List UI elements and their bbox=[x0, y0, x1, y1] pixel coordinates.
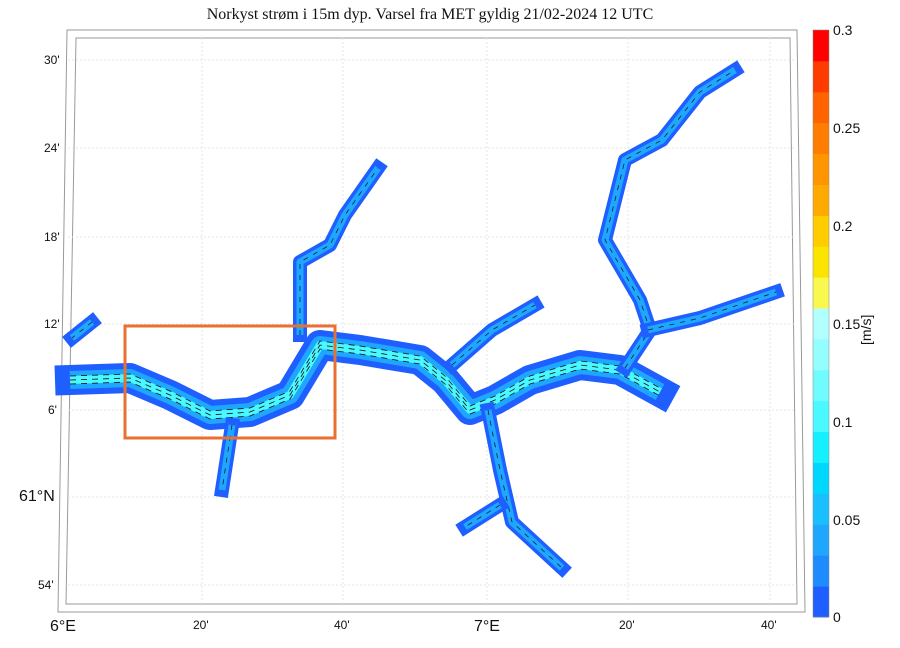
colorbar-bin bbox=[813, 277, 829, 309]
colorbar-bin bbox=[813, 184, 829, 216]
lon-label: 6°E bbox=[50, 618, 76, 635]
fjord-current bbox=[484, 409, 565, 571]
lon-label: 20' bbox=[193, 618, 209, 632]
lat-label: 18' bbox=[44, 230, 60, 244]
colorbar-tick: 0.3 bbox=[833, 22, 853, 38]
lat-label: 61°N bbox=[19, 488, 55, 505]
colorbar-tick: 0.05 bbox=[833, 512, 861, 528]
colorbar bbox=[812, 29, 830, 618]
colorbar-bin bbox=[813, 30, 829, 62]
lat-label: 30' bbox=[44, 53, 60, 67]
map-title: Norkyst strøm i 15m dyp. Varsel fra MET … bbox=[206, 6, 654, 23]
colorbar-tick: 0.1 bbox=[833, 414, 853, 430]
current-vectors bbox=[604, 69, 736, 369]
colorbar-bin bbox=[813, 91, 829, 124]
current-field bbox=[54, 60, 785, 578]
fjord-current bbox=[449, 301, 537, 368]
colorbar-bin bbox=[813, 431, 829, 464]
colorbar-bin bbox=[813, 555, 829, 587]
current-vectors bbox=[69, 348, 661, 420]
colorbar-bin bbox=[813, 153, 829, 185]
colorbar-border bbox=[812, 29, 830, 618]
highlight-box bbox=[123, 324, 337, 440]
colorbar-bin bbox=[813, 308, 829, 340]
colorbar-tick: 0.15 bbox=[833, 316, 861, 332]
fjord-current bbox=[218, 424, 236, 491]
lat-label: 24' bbox=[44, 141, 60, 155]
lon-label: 40' bbox=[761, 618, 777, 632]
colorbar-tick: 0.25 bbox=[833, 120, 861, 136]
colorbar-bin bbox=[813, 122, 829, 155]
colorbar-bin bbox=[813, 369, 829, 402]
current-vectors bbox=[69, 344, 661, 416]
fjord-current bbox=[647, 288, 778, 334]
current-vectors bbox=[69, 340, 661, 412]
colorbar-bin bbox=[813, 60, 829, 93]
lat-label: 54' bbox=[38, 578, 54, 592]
current-vectors bbox=[299, 167, 379, 335]
lon-label: 20' bbox=[619, 618, 635, 632]
colorbar-bin bbox=[813, 246, 829, 278]
colorbar-bin bbox=[813, 338, 829, 371]
colorbar-unit: [m/s] bbox=[858, 314, 874, 345]
current-vectors bbox=[71, 321, 93, 339]
colorbar-bin bbox=[813, 493, 829, 525]
lon-label: 40' bbox=[334, 618, 350, 632]
colorbar-tick: 0 bbox=[833, 609, 841, 625]
lon-label: 7°E bbox=[474, 618, 500, 635]
current-vectors bbox=[464, 504, 501, 528]
colorbar-bin bbox=[813, 215, 829, 247]
colorbar-tick: 0.2 bbox=[833, 218, 853, 234]
lat-label: 12' bbox=[44, 317, 60, 331]
colorbar-bin bbox=[813, 400, 829, 433]
colorbar-bin bbox=[813, 462, 829, 494]
colorbar-bin bbox=[813, 524, 829, 556]
lat-label: 6' bbox=[48, 403, 57, 417]
colorbar-bin bbox=[813, 586, 829, 618]
